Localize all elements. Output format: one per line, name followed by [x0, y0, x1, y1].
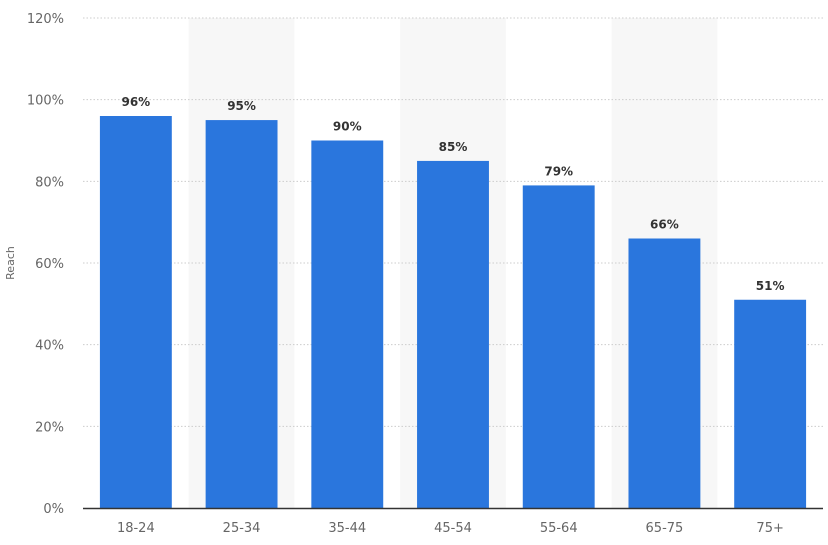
- y-tick-label: 100%: [27, 94, 64, 109]
- value-label: 66%: [650, 218, 679, 232]
- bar-18-24: [99, 116, 172, 508]
- y-tick-label: 80%: [35, 175, 64, 190]
- value-label: 96%: [121, 95, 150, 109]
- bar-55-64: [522, 185, 595, 508]
- x-tick-label: 18-24: [117, 521, 155, 536]
- bars: [99, 116, 807, 508]
- y-axis-ticks: 0% 20% 40% 60% 80% 100% 120%: [27, 12, 64, 517]
- y-tick-label: 60%: [35, 257, 64, 272]
- y-tick-label: 40%: [35, 339, 64, 354]
- value-label: 85%: [439, 140, 468, 154]
- value-label: 79%: [544, 164, 573, 178]
- bar-25-34: [205, 120, 278, 508]
- y-axis-title: Reach: [4, 246, 17, 280]
- value-labels: 96% 95% 90% 85% 79% 66% 51%: [121, 95, 784, 293]
- x-tick-label: 55-64: [540, 521, 578, 536]
- x-axis-labels: 18-24 25-34 35-44 45-54 55-64 65-75 75+: [117, 521, 784, 536]
- x-tick-label: 35-44: [328, 521, 366, 536]
- x-tick-label: 75+: [756, 521, 783, 536]
- x-tick-label: 45-54: [434, 521, 472, 536]
- bar-35-44: [311, 140, 384, 508]
- y-tick-label: 120%: [27, 12, 64, 27]
- value-label: 90%: [333, 120, 362, 134]
- value-label: 51%: [756, 279, 785, 293]
- value-label: 95%: [227, 99, 256, 113]
- y-tick-label: 20%: [35, 420, 64, 435]
- x-tick-label: 25-34: [223, 521, 261, 536]
- bar-65-75: [628, 238, 701, 508]
- bar-45-54: [417, 160, 489, 508]
- x-tick-label: 65-75: [646, 521, 684, 536]
- bar-75+: [734, 299, 807, 508]
- y-tick-label: 0%: [43, 502, 64, 517]
